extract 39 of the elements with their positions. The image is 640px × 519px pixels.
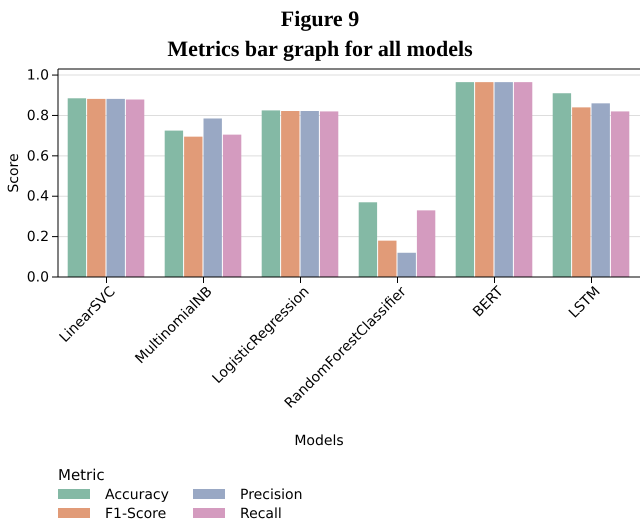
y-axis-title: Score xyxy=(6,153,22,193)
bar xyxy=(416,210,436,277)
bar xyxy=(126,99,144,277)
bar xyxy=(456,82,474,277)
bar xyxy=(514,82,532,277)
legend-label: Recall xyxy=(240,506,282,519)
bar xyxy=(87,98,106,277)
bar xyxy=(572,107,590,277)
chart-subtitle: Metrics bar graph for all models xyxy=(167,36,474,61)
bar xyxy=(552,93,572,277)
bar xyxy=(68,98,86,277)
bar xyxy=(398,252,416,277)
bar xyxy=(300,111,319,277)
legend-label: Precision xyxy=(240,487,302,503)
chart-title: Figure 9 xyxy=(280,6,360,31)
bar xyxy=(494,82,513,277)
bar xyxy=(262,110,280,277)
bar xyxy=(164,130,184,277)
bar xyxy=(281,111,300,277)
bar xyxy=(358,202,378,277)
bar xyxy=(610,111,630,277)
bar xyxy=(320,111,338,277)
x-axis-title: Models xyxy=(294,433,344,449)
y-tick-label: 0.4 xyxy=(26,188,50,205)
y-tick-label: 0.0 xyxy=(26,269,49,286)
bar xyxy=(222,134,242,277)
bar xyxy=(184,136,202,277)
bar xyxy=(592,103,610,277)
y-tick-label: 0.8 xyxy=(26,108,49,124)
legend-label: Accuracy xyxy=(105,487,169,503)
legend-label: F1-Score xyxy=(105,506,166,519)
y-tick-label: 0.2 xyxy=(26,229,49,246)
legend-title: Metric xyxy=(58,466,105,484)
bar xyxy=(204,118,222,277)
y-tick-label: 0.6 xyxy=(26,148,50,164)
bar xyxy=(106,98,125,277)
bar xyxy=(378,240,396,277)
bar xyxy=(475,82,494,277)
y-tick-label: 1.0 xyxy=(26,68,49,84)
